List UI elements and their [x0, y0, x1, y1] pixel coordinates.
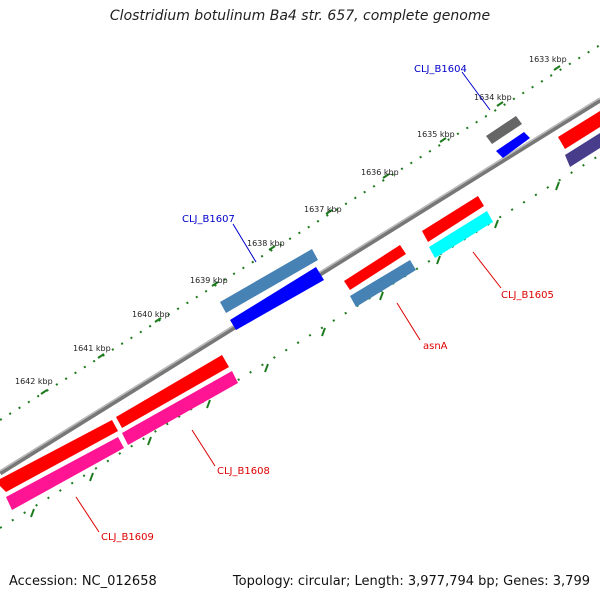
gene-label-clj-b1605: CLJ_B1605 — [501, 290, 554, 301]
gene-label-clj-b1609: CLJ_B1609 — [101, 532, 154, 543]
inner-tick-track — [0, 154, 600, 529]
gene-clj-b1605-cyan[interactable] — [429, 211, 493, 258]
gene-label-clj-b1607: CLJ_B1607 — [182, 214, 235, 225]
gene-clj-b1605-red[interactable] — [422, 196, 484, 242]
tick-label-1639: 1639 kbp — [190, 276, 228, 285]
gene-label-asna: asnA — [423, 341, 448, 352]
tick-label-1642: 1642 kbp — [15, 377, 53, 386]
gene-clj-b1607-blue[interactable] — [230, 267, 324, 330]
gene-clj-b1609-pink[interactable] — [6, 437, 124, 510]
tick-label-1635: 1635 kbp — [417, 130, 455, 139]
tick-label-1633: 1633 kbp — [529, 55, 567, 64]
gene-features — [0, 111, 600, 510]
gene-labels: CLJ_B1604 CLJ_B1605 asnA CLJ_B1607 CLJ_B… — [101, 64, 554, 543]
gene-label-clj-b1608: CLJ_B1608 — [217, 466, 270, 477]
gene-asna-steelblue[interactable] — [350, 260, 416, 307]
tick-label-1641: 1641 kbp — [73, 344, 111, 353]
gene-edge-red[interactable] — [558, 111, 600, 149]
tick-label-1636: 1636 kbp — [361, 168, 399, 177]
gene-clj-b1604-blue[interactable] — [496, 132, 530, 158]
gene-clj-b1608-red[interactable] — [116, 355, 229, 428]
gene-clj-b1609-red[interactable] — [0, 420, 118, 492]
tick-label-1638: 1638 kbp — [247, 239, 285, 248]
tick-label-1640: 1640 kbp — [132, 310, 170, 319]
inner-major-ticks — [30, 181, 560, 518]
tick-label-1637: 1637 kbp — [304, 205, 342, 214]
accession-text: Accession: NC_012658 — [9, 574, 157, 589]
map-title: Clostridium botulinum Ba4 str. 657, comp… — [109, 8, 491, 24]
tick-labels: 1633 kbp 1634 kbp 1635 kbp 1636 kbp 1637… — [15, 55, 567, 386]
gene-clj-b1608-pink[interactable] — [122, 371, 238, 445]
gene-asna-red[interactable] — [344, 245, 406, 290]
genome-summary-text: Topology: circular; Length: 3,977,794 bp… — [232, 574, 590, 589]
gene-clj-b1604-gray[interactable] — [486, 116, 522, 144]
gene-label-clj-b1604: CLJ_B1604 — [414, 64, 467, 75]
outer-major-ticks — [40, 65, 561, 395]
gene-edge-slate[interactable] — [565, 133, 600, 167]
label-leader-lines — [75, 71, 502, 533]
gene-clj-b1607-steelblue[interactable] — [220, 249, 318, 313]
outer-tick-track — [0, 44, 600, 421]
tick-label-1634: 1634 kbp — [474, 93, 512, 102]
